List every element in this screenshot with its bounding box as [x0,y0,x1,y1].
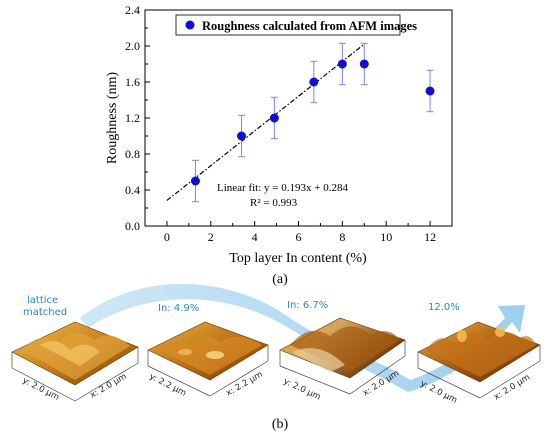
x-tick-label: 10 [380,230,392,244]
x-tick-label: 4 [252,230,258,244]
caption-a: (a) [272,272,288,287]
data-points [190,59,435,186]
y-tick-label: 0.8 [125,147,140,161]
y-tick-label: 1.2 [125,111,140,125]
flow-arrow [80,283,525,392]
data-point [309,77,319,87]
y-axis-ticks: 0.0 0.4 0.8 1.2 1.6 2.0 2.4 [125,3,150,233]
afm-x-axis-2: x: 2.2 µm [225,370,265,399]
data-point [269,113,279,123]
afm-x-axis-1: x: 2.0 µm [89,372,129,401]
afm-panel: lattice matched y: 2.0 µm x: 2.0 µm In: … [11,283,541,406]
x-tick-label: 12 [424,230,436,244]
x-tick-label: 2 [208,230,214,244]
legend-label: Roughness calculated from AFM images [202,19,417,33]
afm-y-axis-4: y: 2.0 µm [419,379,459,406]
afm-label-1-line2: matched [23,307,67,318]
error-bars [191,42,434,203]
y-axis-label: Roughness (nm) [105,72,120,165]
data-point [425,86,435,96]
x-tick-label: 8 [339,230,345,244]
x-tick-label: 6 [296,230,302,244]
afm-image-6-7: In: 6.7% y: 2.0 µm x: 2.0 µm [279,300,406,403]
y-tick-label: 2.0 [125,39,140,53]
x-axis-label: Top layer In content (%) [229,251,367,266]
legend-box [175,14,401,36]
afm-image-lattice-matched: lattice matched y: 2.0 µm x: 2.0 µm [11,295,139,403]
afm-label-1-line1: lattice [27,295,58,306]
plot-area: 0.0 0.4 0.8 1.2 1.6 2.0 2.4 0 2 4 6 8 10 12 Roughnes… [105,3,453,266]
afm-label-4: 12.0% [428,302,460,313]
fit-annotation-line2: R² = 0.993 [250,197,298,209]
x-tick-label: 0 [164,230,170,244]
legend: Roughness calculated from AFM images [175,14,417,36]
data-point [190,176,200,186]
x-axis-ticks: 0 2 4 6 8 10 12 [164,221,436,244]
afm-label-2: In: 4.9% [158,303,199,314]
data-point [359,59,369,69]
y-tick-label: 0.0 [125,219,140,233]
afm-y-axis-1: y: 2.0 µm [21,376,61,403]
afm-image-4-9: In: 4.9% y: 2.2 µm x: 2.2 µm [147,303,269,399]
fit-annotation-line1: Linear fit: y = 0.193x + 0.284 [217,182,348,194]
data-point [337,59,347,69]
y-tick-label: 2.4 [125,3,140,17]
data-point [236,131,246,141]
caption-b: (b) [272,417,289,432]
y-tick-label: 1.6 [125,75,140,89]
legend-marker [185,20,195,30]
afm-label-3: In: 6.7% [287,300,328,311]
y-tick-label: 0.4 [125,183,140,197]
afm-x-axis-4: x: 2.0 µm [492,373,532,403]
